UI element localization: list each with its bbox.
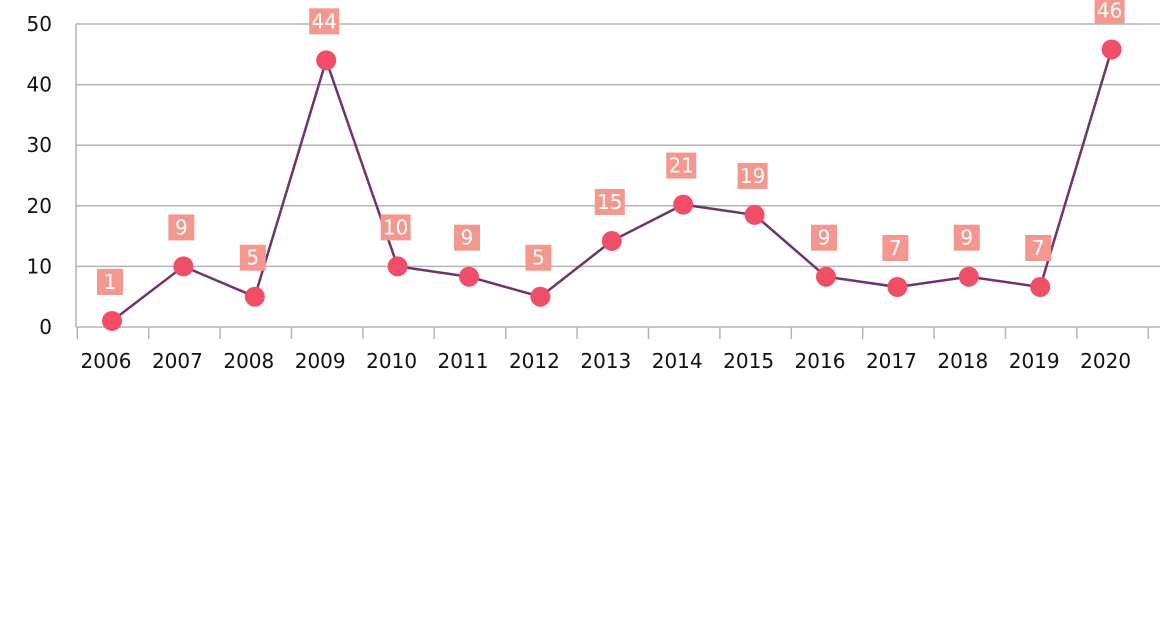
data-label-text: 9 <box>818 226 831 250</box>
y-axis: 0 10 20 30 40 50 <box>27 12 77 339</box>
data-label: 44 <box>309 8 340 35</box>
data-label: 7 <box>1025 235 1052 262</box>
data-label-text: 5 <box>246 246 259 270</box>
data-label-text: 10 <box>383 215 408 239</box>
data-label-text: 1 <box>104 270 117 294</box>
data-label: 15 <box>594 188 625 215</box>
data-label: 1 <box>97 268 123 295</box>
data-point <box>316 50 337 71</box>
data-label-text: 9 <box>461 226 474 250</box>
data-label-text: 9 <box>960 226 973 250</box>
data-label-text: 46 <box>1097 0 1122 22</box>
data-label-box <box>309 8 340 35</box>
data-points <box>102 39 1122 331</box>
data-label-text: 7 <box>889 236 902 260</box>
data-label: 9 <box>811 224 837 251</box>
data-label: 5 <box>525 244 552 271</box>
data-label-text: 15 <box>597 190 622 214</box>
data-point <box>958 266 979 287</box>
data-label-text: 9 <box>175 215 188 239</box>
data-label: 19 <box>737 162 768 189</box>
data-label-box <box>594 188 625 215</box>
data-label: 10 <box>380 214 411 241</box>
data-label-box <box>953 224 980 251</box>
x-tick-label: 2013 <box>580 349 631 373</box>
data-label-box <box>97 268 123 295</box>
data-point <box>601 230 622 251</box>
data-label: 9 <box>168 214 195 241</box>
data-label-text: 44 <box>311 9 336 33</box>
data-point <box>1030 277 1051 298</box>
data-point <box>1101 39 1122 60</box>
x-tick-label: 2008 <box>223 349 274 373</box>
x-tick-label: 2007 <box>152 349 203 373</box>
data-label-box <box>811 224 837 251</box>
data-label-box <box>525 244 552 271</box>
y-tick-label: 20 <box>27 194 52 218</box>
data-point <box>244 286 265 307</box>
x-tick-label: 2009 <box>295 349 346 373</box>
data-label: 7 <box>882 235 909 262</box>
x-tick-label: 2014 <box>652 349 703 373</box>
data-label-box <box>1025 235 1052 262</box>
data-label: 9 <box>454 224 480 251</box>
x-tick-label: 2016 <box>795 349 846 373</box>
y-tick-label: 0 <box>39 315 52 339</box>
data-label-box <box>168 214 195 241</box>
x-tick-label: 2010 <box>366 349 417 373</box>
x-tick-label: 2020 <box>1080 349 1131 373</box>
data-label-box <box>239 244 266 271</box>
x-tick-label: 2017 <box>866 349 917 373</box>
y-tick-label: 30 <box>27 133 52 157</box>
x-tick-label: 2018 <box>937 349 988 373</box>
data-label: 9 <box>953 224 980 251</box>
data-point <box>816 266 836 287</box>
x-tick-label: 2011 <box>438 349 489 373</box>
y-tick-label: 10 <box>27 254 52 278</box>
data-point <box>173 256 194 277</box>
data-label-box <box>737 162 768 189</box>
data-label-text: 19 <box>740 164 765 188</box>
data-label-box <box>1094 0 1125 24</box>
data-label-text: 21 <box>668 154 693 178</box>
data-label-box <box>454 224 480 251</box>
x-tick-label: 2012 <box>509 349 560 373</box>
data-point <box>387 256 408 277</box>
data-point <box>887 277 908 298</box>
data-point <box>102 310 122 331</box>
data-label-box <box>882 235 909 262</box>
x-axis: 2006 2007 2008 2009 2010 2011 2012 2013 2014 2015… <box>76 327 1150 373</box>
data-point <box>673 194 694 215</box>
data-point <box>530 286 551 307</box>
y-tick-label: 40 <box>27 73 52 97</box>
x-tick-label: 2015 <box>723 349 774 373</box>
data-label: 5 <box>239 244 266 271</box>
data-label-text: 5 <box>532 246 545 270</box>
data-label: 46 <box>1094 0 1125 24</box>
data-point <box>744 204 765 225</box>
x-tick-label: 2006 <box>81 349 132 373</box>
data-label-box <box>666 152 697 179</box>
data-label: 21 <box>666 152 697 179</box>
x-tick-label: 2019 <box>1009 349 1060 373</box>
y-tick-label: 50 <box>27 12 52 36</box>
data-point <box>459 266 479 287</box>
data-label-text: 7 <box>1032 236 1045 260</box>
data-label-box <box>380 214 411 241</box>
